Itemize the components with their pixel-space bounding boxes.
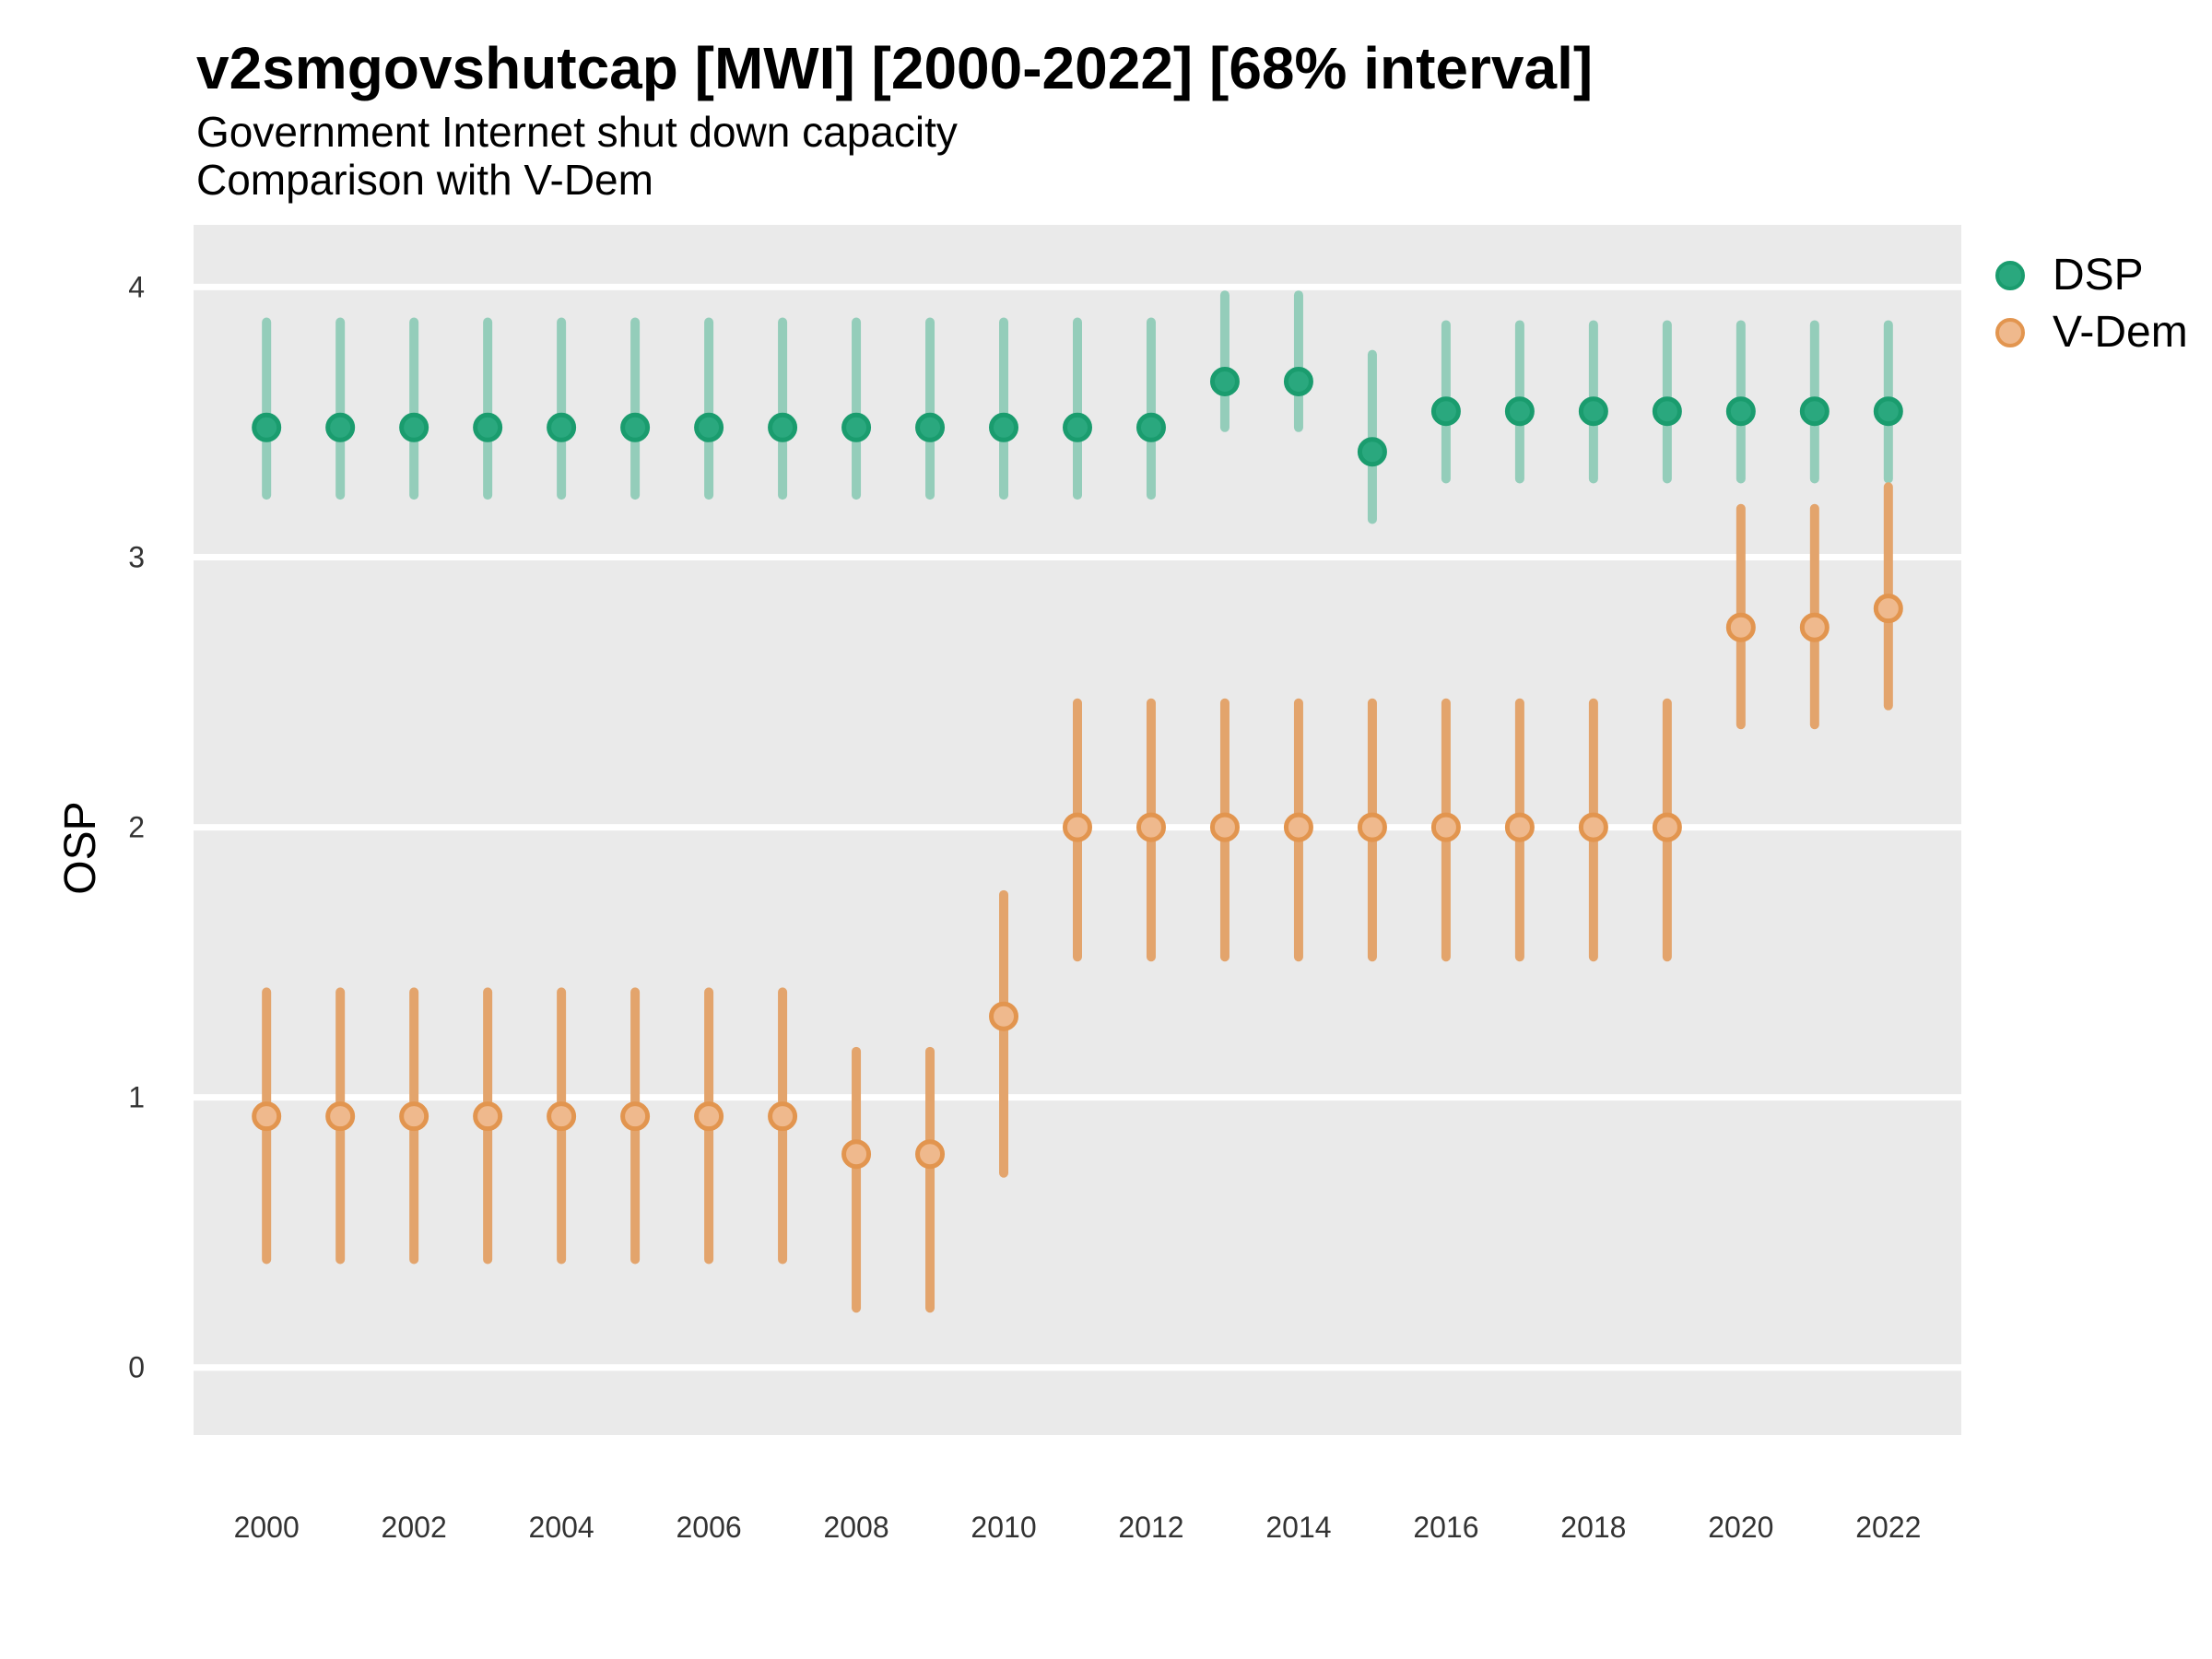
vdem-point-2007 bbox=[768, 1101, 798, 1132]
vdem-point-2013 bbox=[1209, 812, 1240, 842]
vdem-point-2018 bbox=[1578, 812, 1608, 842]
x-tick-label-2008: 2008 bbox=[823, 1511, 888, 1544]
x-tick-label-2020: 2020 bbox=[1708, 1511, 1773, 1544]
y-axis-title: OSP bbox=[56, 801, 105, 895]
dsp-point-2006 bbox=[694, 412, 724, 442]
vdem-point-2000 bbox=[252, 1101, 282, 1132]
dsp-point-2005 bbox=[620, 412, 651, 442]
legend-item-vdem: V-Dem bbox=[1995, 304, 2188, 361]
dsp-point-2008 bbox=[841, 412, 872, 442]
dsp-point-2010 bbox=[989, 412, 1019, 442]
x-tick-label-2000: 2000 bbox=[234, 1511, 300, 1544]
x-tick-label-2014: 2014 bbox=[1265, 1511, 1331, 1544]
vdem-point-2002 bbox=[399, 1101, 429, 1132]
x-tick-label-2010: 2010 bbox=[971, 1511, 1036, 1544]
dsp-point-2002 bbox=[399, 412, 429, 442]
dsp-point-2017 bbox=[1504, 396, 1535, 427]
vdem-point-2019 bbox=[1652, 812, 1682, 842]
vdem-point-2011 bbox=[1063, 812, 1092, 842]
dsp-point-2011 bbox=[1063, 412, 1092, 442]
dsp-point-2009 bbox=[915, 412, 946, 442]
dsp-point-2021 bbox=[1799, 396, 1830, 427]
dsp-point-2020 bbox=[1725, 396, 1756, 427]
y-tick-label-2: 2 bbox=[128, 811, 145, 844]
vdem-point-2006 bbox=[694, 1101, 724, 1132]
dsp-point-2015 bbox=[1357, 437, 1387, 467]
dsp-point-2003 bbox=[473, 412, 503, 442]
vdem-point-2012 bbox=[1135, 812, 1166, 842]
vdem-point-2001 bbox=[325, 1101, 356, 1132]
series-vdem bbox=[252, 482, 1903, 1313]
vdem-point-2020 bbox=[1725, 612, 1756, 642]
x-tick-label-2016: 2016 bbox=[1413, 1511, 1478, 1544]
dsp-point-2018 bbox=[1578, 396, 1608, 427]
legend-label-dsp: DSP bbox=[2053, 251, 2144, 300]
chart-subtitle: Government Internet shut down capacity bbox=[196, 108, 958, 156]
y-tick-label-3: 3 bbox=[128, 540, 145, 573]
vdem-point-2003 bbox=[473, 1101, 503, 1132]
dsp-point-2014 bbox=[1283, 366, 1313, 396]
vdem-point-2022 bbox=[1873, 594, 1903, 624]
chart-title: v2smgovshutcap [MWI] [2000-2022] [68% in… bbox=[196, 35, 1594, 101]
x-tick-label-2004: 2004 bbox=[529, 1511, 594, 1544]
dsp-point-2000 bbox=[252, 412, 282, 442]
y-tick-label-0: 0 bbox=[128, 1351, 145, 1384]
x-tick-label-2006: 2006 bbox=[676, 1511, 741, 1544]
vdem-point-2021 bbox=[1799, 612, 1830, 642]
dsp-point-2012 bbox=[1135, 412, 1166, 442]
dsp-point-2013 bbox=[1209, 366, 1240, 396]
vdem-point-2005 bbox=[620, 1101, 651, 1132]
dsp-point-2016 bbox=[1430, 396, 1461, 427]
series-dsp bbox=[252, 290, 1903, 524]
x-tick-label-2012: 2012 bbox=[1118, 1511, 1183, 1544]
legend: DSP V-Dem bbox=[1995, 247, 2188, 361]
vdem-point-2010 bbox=[989, 1001, 1019, 1031]
dsp-legend-dot-icon bbox=[1995, 261, 2025, 290]
x-tick-label-2022: 2022 bbox=[1855, 1511, 1921, 1544]
vdem-point-2016 bbox=[1430, 812, 1461, 842]
y-tick-label-1: 1 bbox=[128, 1081, 145, 1114]
vdem-point-2014 bbox=[1283, 812, 1313, 842]
vdem-point-2009 bbox=[915, 1139, 946, 1170]
x-tick-label-2002: 2002 bbox=[382, 1511, 447, 1544]
vdem-point-2004 bbox=[547, 1101, 577, 1132]
vdem-point-2015 bbox=[1357, 812, 1387, 842]
vdem-legend-dot-icon bbox=[1995, 318, 2025, 347]
dsp-point-2007 bbox=[768, 412, 798, 442]
dsp-point-2022 bbox=[1873, 396, 1903, 427]
legend-label-vdem: V-Dem bbox=[2053, 308, 2188, 357]
dsp-point-2004 bbox=[547, 412, 577, 442]
legend-item-dsp: DSP bbox=[1995, 247, 2188, 304]
vdem-point-2017 bbox=[1504, 812, 1535, 842]
dsp-point-2019 bbox=[1652, 396, 1682, 427]
vdem-point-2008 bbox=[841, 1139, 872, 1170]
dsp-point-2001 bbox=[325, 412, 356, 442]
y-tick-label-4: 4 bbox=[128, 270, 145, 303]
x-tick-label-2018: 2018 bbox=[1560, 1511, 1626, 1544]
chart-subtitle-2: Comparison with V-Dem bbox=[196, 156, 653, 204]
